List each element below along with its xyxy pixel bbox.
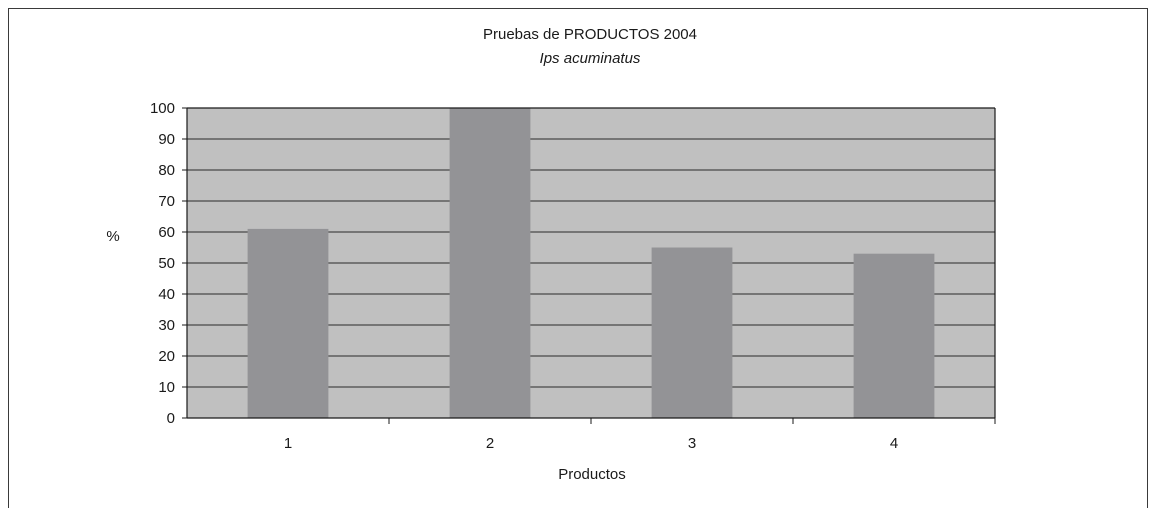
y-tick-label: 90 bbox=[158, 131, 175, 148]
chart-frame bbox=[8, 8, 1148, 508]
y-tick-label: 100 bbox=[150, 100, 175, 117]
y-tick-label: 0 bbox=[167, 410, 175, 427]
bar-chart: Pruebas de PRODUCTOS 2004 Ips acuminatus… bbox=[106, 26, 996, 483]
y-axis-label: % bbox=[106, 228, 119, 245]
y-tick-label: 20 bbox=[158, 348, 175, 365]
bars bbox=[247, 108, 935, 418]
y-tick-label: 70 bbox=[158, 193, 175, 210]
x-tick-label: 2 bbox=[486, 435, 494, 452]
bar-4 bbox=[853, 253, 935, 418]
bar-2 bbox=[449, 108, 531, 418]
bar-3 bbox=[651, 247, 733, 418]
y-tick-label: 60 bbox=[158, 224, 175, 241]
chart-title: Pruebas de PRODUCTOS 2004 bbox=[483, 26, 697, 43]
axes bbox=[186, 107, 996, 419]
chart-subtitle: Ips acuminatus bbox=[540, 50, 641, 67]
y-tick-label: 10 bbox=[158, 379, 175, 396]
x-axis-label: Productos bbox=[558, 466, 626, 483]
x-tick-labels: 1 2 3 4 bbox=[284, 435, 898, 452]
y-tick-label: 40 bbox=[158, 286, 175, 303]
y-tick-label: 80 bbox=[158, 162, 175, 179]
x-tick-label: 4 bbox=[890, 435, 898, 452]
y-tick-label: 50 bbox=[158, 255, 175, 272]
y-tick-label: 30 bbox=[158, 317, 175, 334]
bar-1 bbox=[247, 228, 329, 418]
x-tick-label: 1 bbox=[284, 435, 292, 452]
x-tick-label: 3 bbox=[688, 435, 696, 452]
y-tick-labels: 0 10 20 30 40 50 60 70 80 90 100 bbox=[150, 100, 175, 427]
